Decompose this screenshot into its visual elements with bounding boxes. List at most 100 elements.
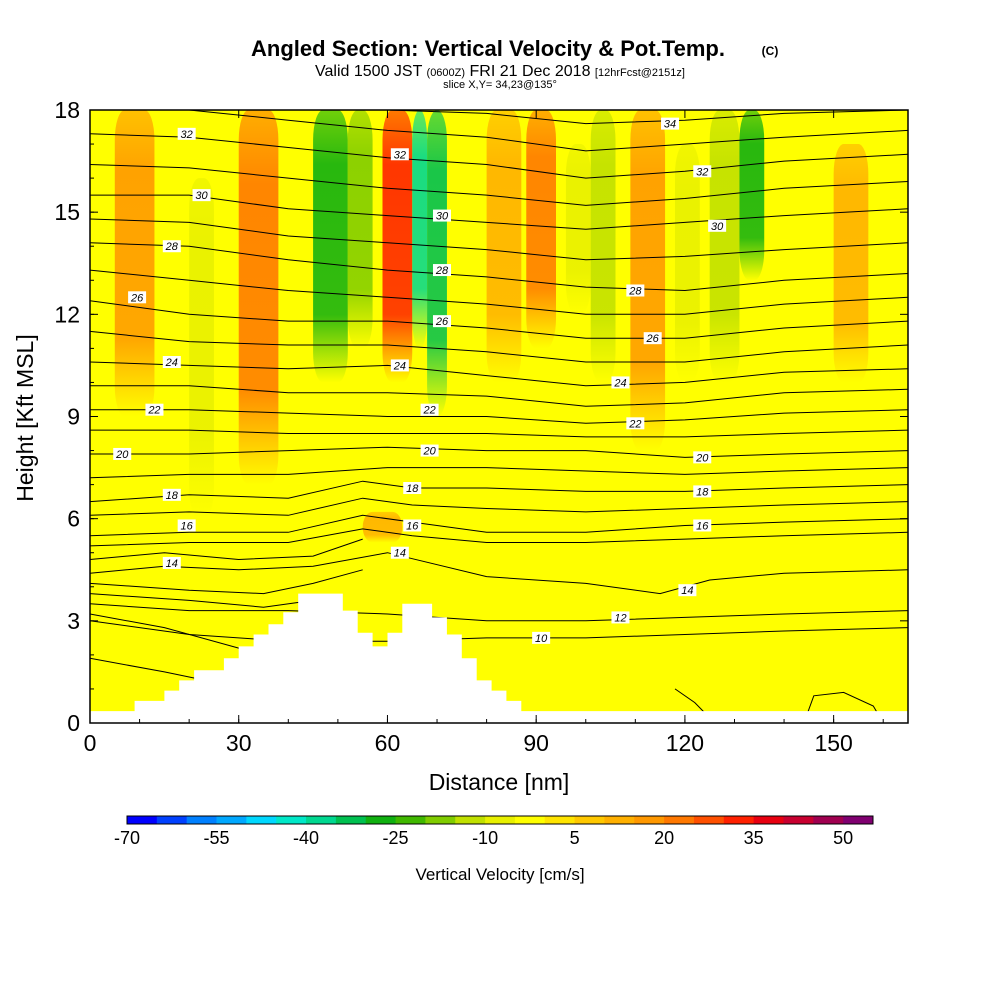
y-axis: 0 3 6 9 12 15 18	[54, 97, 908, 736]
theta-contour-18	[89, 480, 909, 503]
contour-label: 32	[177, 127, 196, 141]
contour-label-text: 28	[628, 285, 642, 297]
theta-contour-14	[89, 552, 909, 595]
terrain-mask	[90, 593, 908, 723]
theta-contour-20	[90, 446, 909, 458]
contour-label-bg	[432, 315, 451, 328]
y-tick-label: 15	[54, 199, 80, 225]
slice-text: slice X,Y= 34,23@135°	[443, 79, 557, 91]
velocity-band	[833, 144, 869, 383]
contour-label: 16	[177, 519, 196, 532]
contour-label-bg	[192, 189, 211, 202]
contour-label-bg	[678, 584, 697, 597]
colorbar-frame	[126, 815, 874, 825]
contour-label-bg	[643, 332, 662, 345]
theta-contour-26	[89, 300, 909, 339]
velocity-band	[382, 110, 413, 383]
contour-label-bg	[145, 403, 164, 416]
contour-label-bg	[420, 403, 439, 416]
theta-contour-intermediate	[89, 538, 363, 561]
colorbar-swatch	[455, 816, 486, 824]
velocity-band	[674, 144, 700, 383]
theta-contour-intermediate	[89, 467, 909, 479]
contour-label-bg	[390, 546, 409, 559]
contour-label-text: 30	[195, 190, 208, 202]
velocity-band	[486, 110, 522, 383]
contour-label-text: 32	[181, 129, 193, 141]
contour-label-text: 14	[394, 548, 406, 560]
velocity-band	[347, 110, 373, 349]
contour-label-text: 26	[646, 333, 660, 345]
contour-label-bg	[626, 417, 645, 430]
theta-contour-intermediate	[89, 164, 909, 206]
velocity-band	[565, 144, 591, 315]
theta-contour-intermediate	[90, 429, 909, 438]
contour-label: 22	[420, 403, 439, 417]
colorbar-swatch	[216, 816, 247, 824]
colorbar-swatch	[604, 816, 635, 824]
contour-label-text: 22	[422, 405, 435, 417]
contour-label: 28	[432, 264, 451, 277]
potential-temperature-contours	[89, 109, 909, 724]
contour-label: 20	[693, 451, 712, 464]
contour-label: 12	[611, 611, 630, 624]
velocity-band	[238, 110, 279, 485]
contour-label-bg	[693, 165, 712, 178]
contour-label-bg	[403, 482, 422, 495]
contour-label-bg	[693, 519, 712, 532]
colorbar-swatch	[485, 816, 516, 824]
contour-label-text: 10	[535, 633, 548, 645]
contour-label-bg	[403, 519, 422, 532]
colorbar-swatch	[306, 816, 337, 824]
velocity-band	[189, 178, 214, 519]
contour-label-bg	[693, 451, 712, 464]
theta-contour-16	[89, 514, 909, 537]
theta-contour-12	[89, 603, 909, 622]
contour-label: 24	[390, 359, 409, 372]
y-tick-label: 9	[67, 404, 80, 430]
contour-label-text: 30	[711, 221, 724, 233]
theta-contour-28	[89, 242, 909, 292]
contour-label: 30	[192, 189, 211, 202]
x-tick-label: 0	[84, 730, 97, 756]
contour-label-text: 16	[696, 520, 709, 532]
theta-contour-intermediate	[89, 218, 909, 261]
colorbar-tick-label: 50	[833, 828, 853, 848]
colorbar-title: Vertical Velocity [cm/s]	[415, 865, 584, 884]
contour-label-bg	[390, 359, 409, 372]
subtitle-part: Valid 1500 JST	[315, 63, 426, 80]
colorbar-swatch	[425, 816, 456, 824]
colorbar: -70 -55 -40 -25 -10 5 20 35 50	[114, 815, 874, 848]
contour-label-bg	[162, 488, 181, 501]
colorbar-swatch	[634, 816, 665, 824]
contour-label-text: 26	[130, 292, 144, 304]
y-tick-label: 3	[67, 608, 80, 634]
y-axis-label: Height [Kft MSL]	[12, 334, 38, 501]
subtitle-part: (0600Z)	[427, 67, 466, 79]
velocity-band	[779, 348, 809, 485]
theta-contour-22	[90, 409, 909, 424]
contour-label-text: 22	[628, 418, 641, 430]
contour-label: 16	[693, 519, 712, 532]
velocity-band	[114, 110, 155, 417]
colorbar-swatch	[843, 816, 874, 824]
theta-contour-intermediate	[89, 269, 909, 315]
colorbar-swatch	[723, 816, 755, 824]
subtitle-part: [12hrFcst@2151z]	[595, 67, 685, 79]
contour-label: 20	[420, 444, 439, 458]
velocity-band	[630, 110, 666, 451]
velocity-band	[427, 110, 447, 417]
contour-label-text: 20	[695, 452, 709, 464]
velocity-band	[739, 110, 765, 281]
contour-labels: 32 30 28 26 24 22 20 18 16 14 32 30 28 26 24 22 20 18 16 14…	[113, 117, 727, 645]
contour-label-bg	[420, 444, 439, 457]
contour-label-bg	[128, 291, 147, 304]
colorbar-tick-label: -70	[114, 828, 140, 848]
contour-label: 20	[113, 447, 132, 461]
contour-label: 26	[432, 315, 451, 328]
contour-label-text: 24	[613, 377, 626, 389]
colorbar-swatch	[276, 816, 307, 824]
colorbar-swatch	[514, 816, 546, 824]
contour-label-text: 22	[147, 405, 160, 417]
